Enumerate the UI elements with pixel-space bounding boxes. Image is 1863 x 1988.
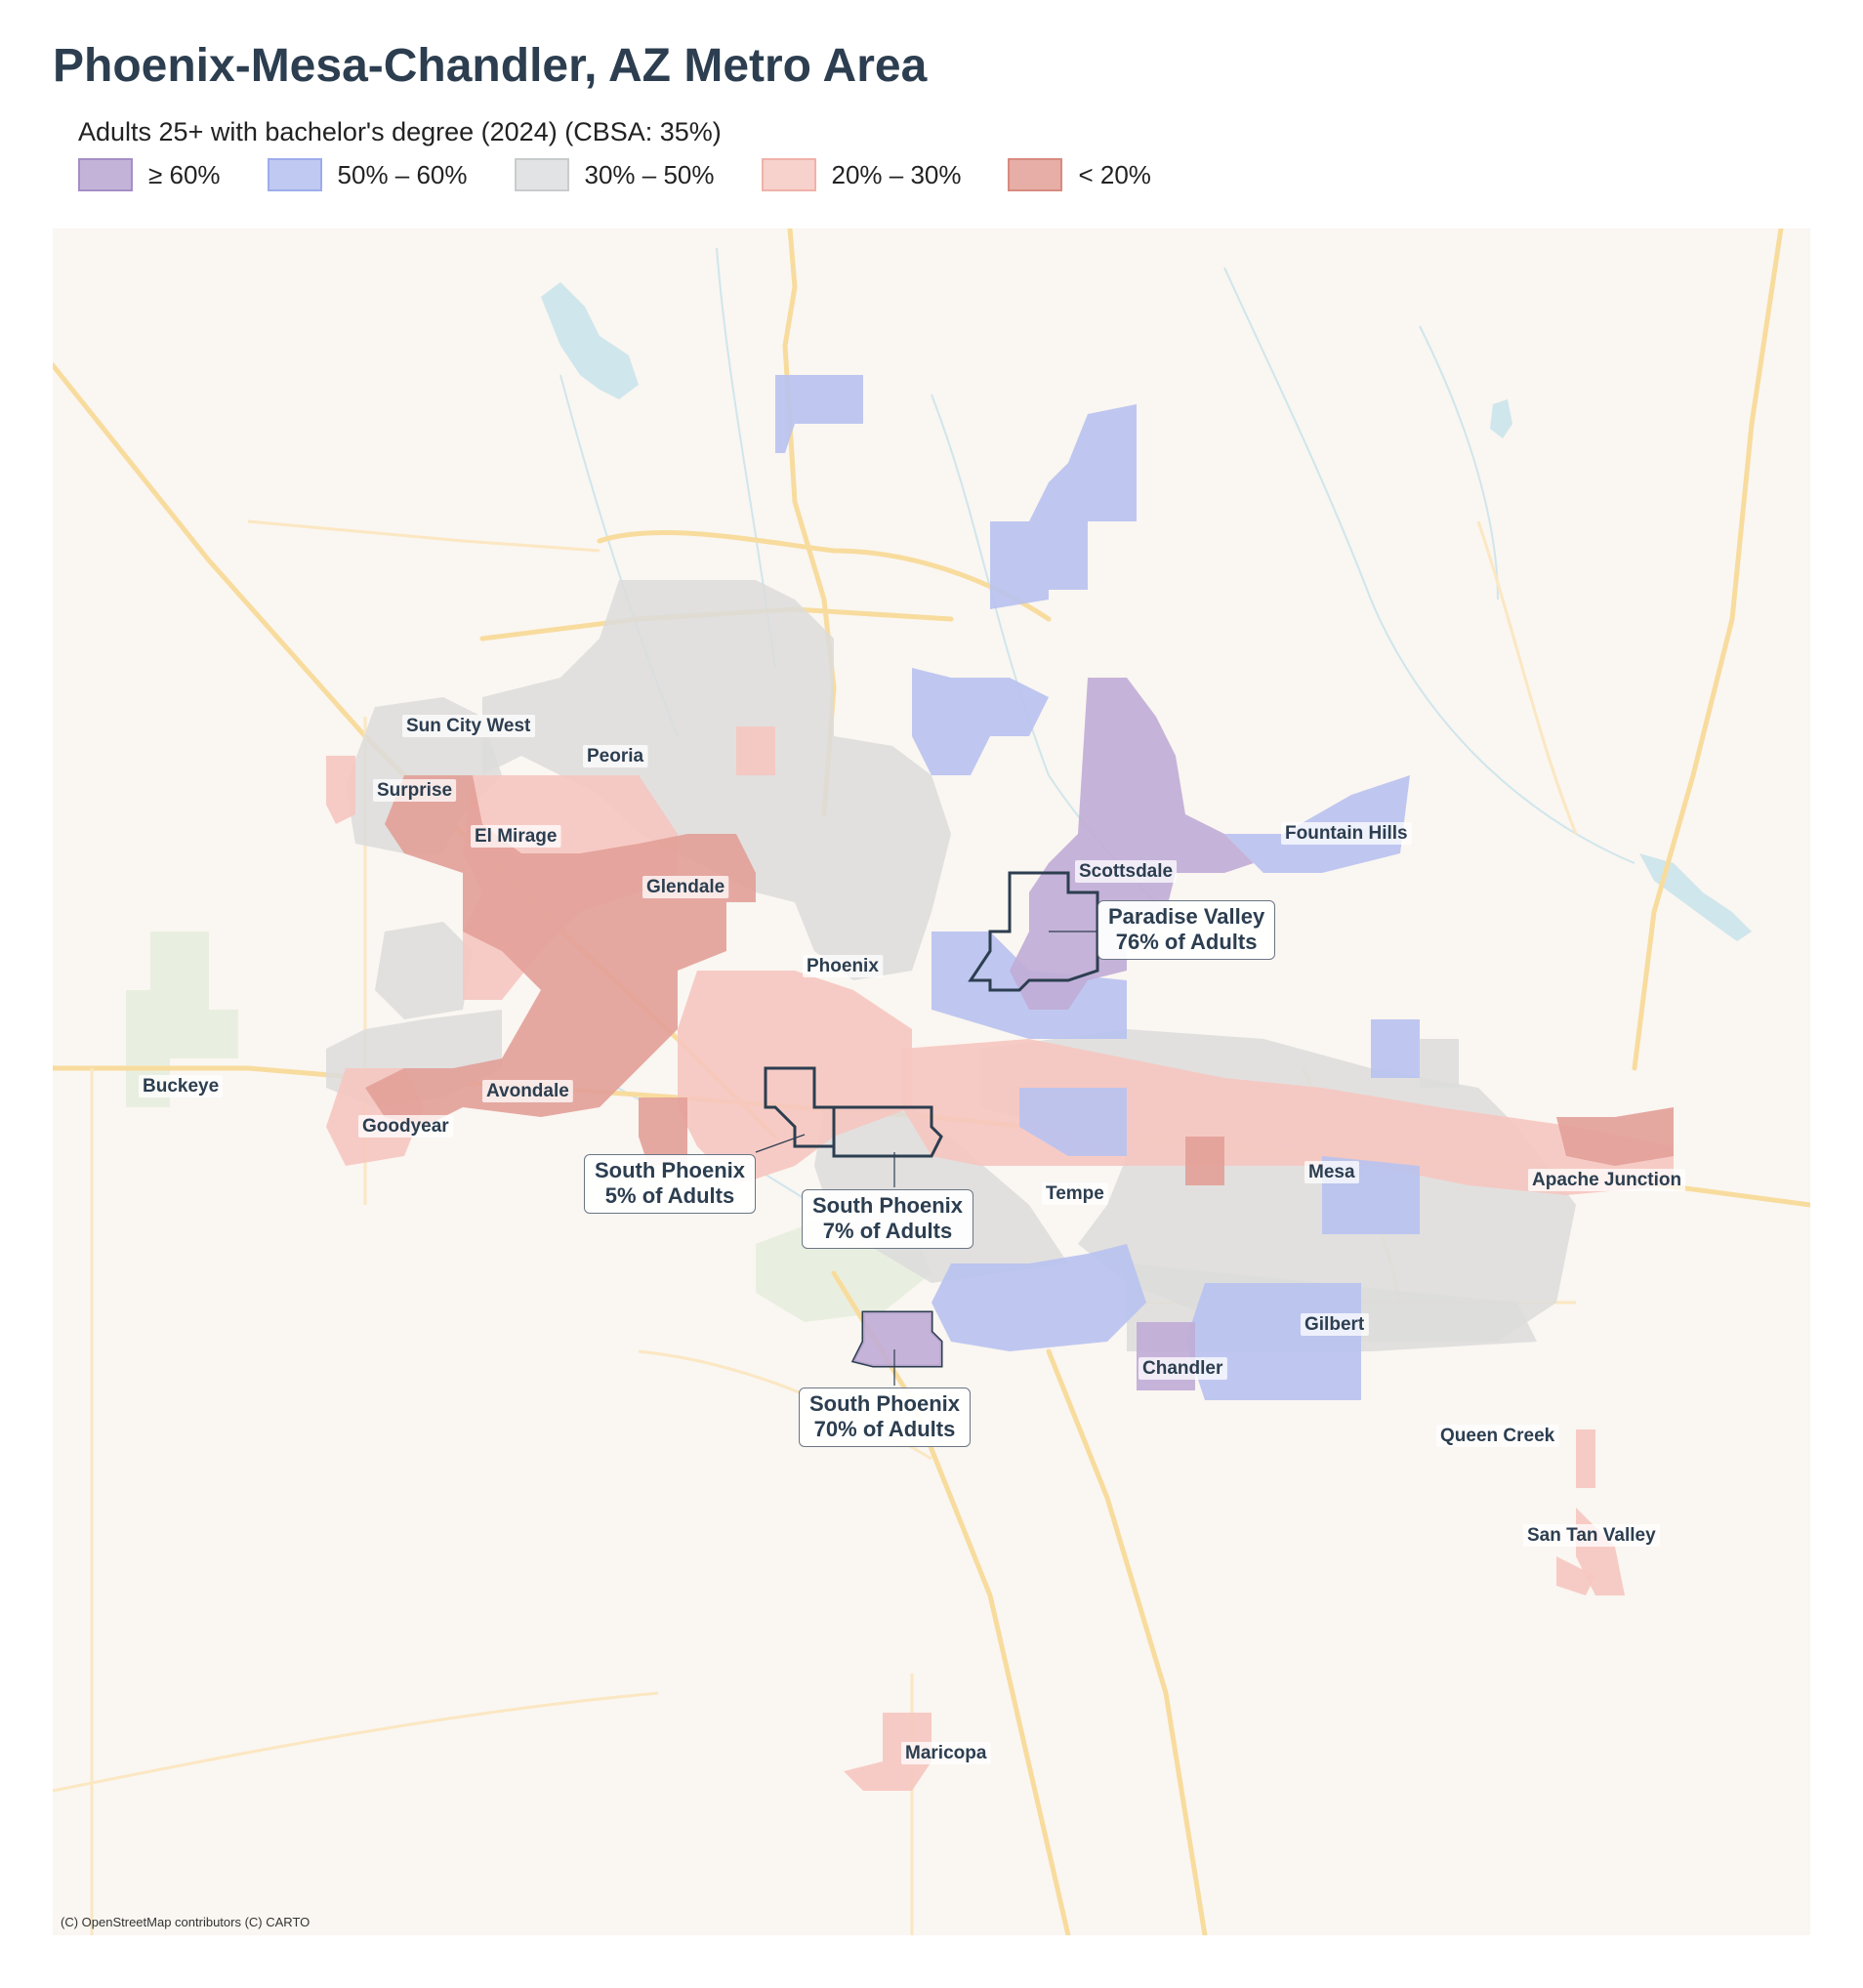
- city-label-halo: [1281, 822, 1412, 845]
- city-label-halo: [482, 1080, 573, 1102]
- city-label: El Mirage: [475, 826, 557, 847]
- city-label: Maricopa: [905, 1743, 987, 1763]
- legend-swatch: [761, 158, 816, 191]
- legend-item-60-plus: ≥ 60%: [78, 158, 221, 191]
- city-label-halo: [803, 955, 884, 977]
- city-label: Phoenix: [807, 956, 879, 976]
- legend-swatch: [78, 158, 133, 191]
- callout-name: South Phoenix: [812, 1193, 963, 1218]
- city-label: Sun City West: [406, 716, 531, 736]
- city-label: Tempe: [1046, 1183, 1104, 1204]
- callout-lines: [755, 931, 1097, 1386]
- map-attribution: (C) OpenStreetMap contributors (C) CARTO: [61, 1915, 310, 1929]
- legend-label: 30% – 50%: [584, 159, 715, 189]
- south-phoenix-7-outline: [832, 1105, 943, 1158]
- city-label: Goodyear: [362, 1116, 449, 1137]
- city-label-halo: [1138, 1357, 1227, 1380]
- city-label-halo: [901, 1742, 991, 1764]
- city-label-halo: [583, 745, 648, 767]
- city-label: Avondale: [486, 1081, 569, 1101]
- legend-item-30-50: 30% – 50%: [514, 158, 715, 191]
- map-canvas[interactable]: Sun City West Peoria Surprise El Mirage …: [53, 228, 1810, 1935]
- callout-south-phoenix-70: South Phoenix 70% of Adults: [799, 1387, 971, 1447]
- legend-label: ≥ 60%: [148, 159, 221, 189]
- city-label-halo: [1304, 1161, 1359, 1183]
- callout-name: South Phoenix: [595, 1158, 745, 1182]
- south-phoenix-5-outline: [764, 1066, 836, 1148]
- city-label: Fountain Hills: [1285, 823, 1408, 844]
- callout-south-phoenix-5: South Phoenix 5% of Adults: [584, 1154, 756, 1214]
- city-label-halo: [1301, 1313, 1369, 1336]
- city-label-halo: [1436, 1425, 1559, 1447]
- city-labels: Sun City West Peoria Surprise El Mirage …: [139, 715, 1686, 1764]
- legend-label: < 20%: [1078, 159, 1151, 189]
- city-label-halo: [642, 876, 729, 898]
- city-label: Peoria: [587, 746, 644, 766]
- basemap-water: [541, 282, 1752, 941]
- city-label-halo: [373, 779, 457, 802]
- city-label-halo: [1075, 860, 1178, 883]
- callout-value: 76% of Adults: [1115, 930, 1258, 955]
- city-label: Scottsdale: [1079, 861, 1173, 882]
- callout-value: 5% of Adults: [604, 1183, 735, 1209]
- city-label: San Tan Valley: [1527, 1525, 1656, 1546]
- callout-south-phoenix-7: South Phoenix 7% of Adults: [802, 1189, 973, 1249]
- city-label-halo: [402, 715, 536, 737]
- city-label: Apache Junction: [1532, 1170, 1681, 1190]
- city-label: Queen Creek: [1440, 1426, 1555, 1446]
- legend-swatch: [514, 158, 569, 191]
- city-label-halo: [471, 825, 561, 848]
- legend-item-50-60: 50% – 60%: [267, 158, 468, 191]
- legend: ≥ 60% 50% – 60% 30% – 50% 20% – 30% < 20…: [78, 158, 1198, 191]
- city-label-halo: [1523, 1524, 1661, 1547]
- city-label-halo: [1042, 1182, 1108, 1205]
- legend-label: 50% – 60%: [337, 159, 468, 189]
- city-label-halo: [139, 1075, 224, 1098]
- city-label-halo: [358, 1115, 454, 1138]
- city-label: Mesa: [1308, 1162, 1355, 1182]
- callout-name: South Phoenix: [809, 1391, 960, 1416]
- city-label: Glendale: [646, 877, 724, 897]
- city-label: Buckeye: [143, 1076, 219, 1097]
- map-title: Phoenix-Mesa-Chandler, AZ Metro Area: [53, 40, 928, 92]
- callout-paradise-valley: Paradise Valley 76% of Adults: [1097, 900, 1276, 960]
- legend-swatch: [1008, 158, 1063, 191]
- callout-line: [755, 1134, 806, 1153]
- city-label-halo: [1528, 1169, 1686, 1191]
- tracts-50-60: [775, 375, 1420, 1400]
- callout-value: 7% of Adults: [822, 1219, 953, 1244]
- city-label: Gilbert: [1304, 1314, 1365, 1335]
- south-phoenix-70-fill: [853, 1312, 941, 1366]
- legend-label: 20% – 30%: [831, 159, 962, 189]
- paradise-valley-outline: [968, 871, 1099, 992]
- city-label: Surprise: [377, 780, 452, 801]
- legend-item-20-30: 20% – 30%: [761, 158, 962, 191]
- callout-value: 70% of Adults: [813, 1417, 956, 1442]
- callout-name: Paradise Valley: [1108, 904, 1265, 929]
- map-svg: Sun City West Peoria Surprise El Mirage …: [53, 228, 1810, 1935]
- city-label: Chandler: [1142, 1358, 1223, 1379]
- map-subtitle: Adults 25+ with bachelor's degree (2024)…: [78, 117, 722, 146]
- legend-swatch: [267, 158, 322, 191]
- tracts-under-20: [365, 775, 1674, 1185]
- legend-item-under-20: < 20%: [1008, 158, 1151, 191]
